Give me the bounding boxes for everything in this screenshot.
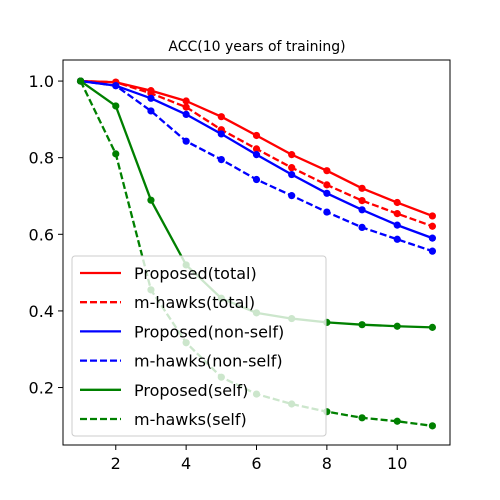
- series-3-point-10: [428, 247, 437, 255]
- series-2-point-7: [323, 189, 331, 197]
- series-1-point-6: [288, 164, 296, 172]
- series-0-point-10: [428, 212, 437, 220]
- x-tick-label-8: 8: [322, 454, 332, 473]
- series-1-point-10: [428, 222, 437, 230]
- series-3-point-8: [358, 223, 366, 232]
- series-4-point-9: [393, 322, 401, 330]
- y-tick-label-4: 1.0: [29, 72, 54, 91]
- series-1-point-2: [147, 89, 155, 97]
- series-line-2: [80, 79, 433, 240]
- series-4-point-1: [112, 102, 120, 110]
- series-0-point-6: [288, 151, 296, 159]
- series-3-point-4: [217, 156, 225, 164]
- series-0-point-4: [217, 113, 225, 121]
- series-4-point-8: [358, 321, 366, 329]
- y-tick-label-3: 0.8: [29, 149, 54, 168]
- series-5-point-0: [76, 77, 85, 85]
- series-0-point-8: [358, 184, 366, 192]
- series-2-point-6: [288, 170, 296, 179]
- series-0-point-5: [252, 131, 261, 140]
- series-1-point-8: [358, 196, 366, 205]
- series-2-point-9: [393, 221, 401, 229]
- x-tick-label-10: 10: [387, 454, 407, 473]
- chart-title: ACC(10 years of training): [168, 39, 345, 55]
- series-2-point-8: [358, 206, 366, 214]
- series-3-point-6: [288, 192, 296, 200]
- series-4-point-2: [147, 196, 155, 204]
- series-2-point-5: [252, 151, 261, 159]
- series-2-point-4: [217, 130, 225, 138]
- legend-box: [71, 255, 327, 437]
- series-4-point-10: [428, 323, 437, 331]
- legend: Proposed(total) m-hawks(total) Proposed(no…: [71, 255, 327, 437]
- legend-label-5: m-hawks(self): [134, 410, 247, 429]
- series-1-point-9: [393, 210, 401, 218]
- series-3-point-3: [182, 137, 190, 145]
- series-2-point-10: [428, 234, 437, 242]
- series-1-point-3: [182, 103, 190, 111]
- y-tick-label-1: 0.4: [29, 302, 54, 321]
- legend-label-3: m-hawks(non-self): [134, 352, 283, 371]
- series-0-point-9: [393, 198, 401, 207]
- series-1-point-7: [323, 181, 331, 189]
- axes-layer: 2 4 6 8 10 0.2 0.4 0.6 0.8 1.0: [29, 72, 408, 473]
- series-3-point-7: [323, 208, 331, 216]
- x-tick-label-6: 6: [251, 454, 261, 473]
- series-5-point-10: [428, 422, 437, 430]
- legend-label-0: Proposed(total): [134, 264, 257, 283]
- legend-label-1: m-hawks(total): [134, 293, 255, 312]
- series-5-point-1: [112, 150, 120, 158]
- series-2-point-2: [147, 94, 155, 102]
- x-tick-label-2: 2: [111, 454, 121, 473]
- series-5-point-8: [358, 414, 366, 422]
- y-tick-label-2: 0.6: [29, 225, 54, 244]
- series-3-point-2: [147, 107, 155, 115]
- series-5-point-9: [393, 417, 401, 425]
- x-tick-label-4: 4: [181, 454, 191, 473]
- series-3-point-9: [393, 235, 401, 243]
- series-1-point-5: [252, 145, 261, 153]
- series-0-point-7: [323, 167, 331, 175]
- legend-label-2: Proposed(non-self): [134, 322, 284, 341]
- legend-label-4: Proposed(self): [134, 381, 248, 400]
- series-2-point-3: [182, 110, 190, 118]
- series-3-point-1: [112, 82, 120, 90]
- series-3-point-5: [252, 175, 261, 184]
- y-tick-label-0: 0.2: [29, 379, 54, 398]
- series-0-point-3: [182, 97, 190, 105]
